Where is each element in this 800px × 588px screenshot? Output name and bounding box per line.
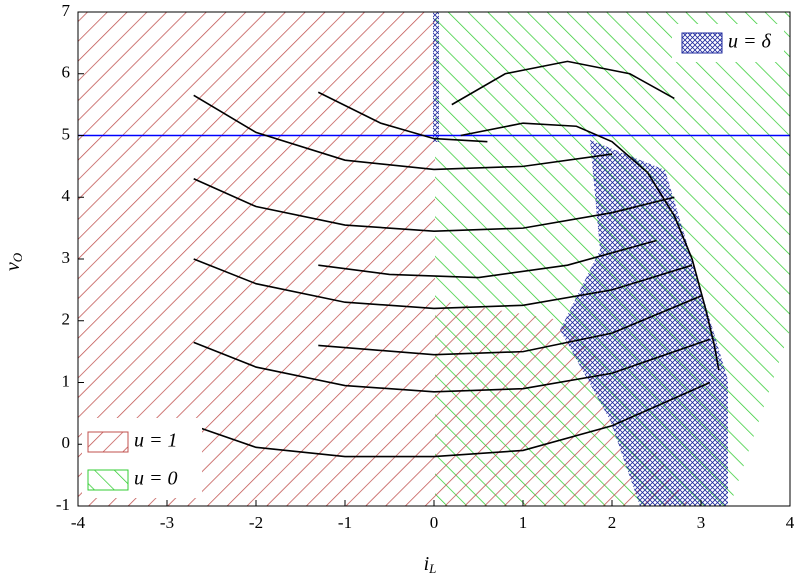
trajectory [318,295,702,356]
x-axis-label: iL [424,553,437,576]
x-tick-label: 4 [786,513,795,532]
y-tick-label: 0 [62,433,71,452]
x-tick-label: -1 [338,513,352,532]
trajectory [193,338,711,393]
trajectory [451,60,675,106]
legend-label: u = 1 [134,430,178,452]
plot [78,60,790,458]
x-tick-label: 1 [519,513,528,532]
x-tick-label: -4 [71,513,86,532]
legend-swatch [87,431,129,453]
y-tick-label: 6 [62,63,71,82]
legend-swatch [681,32,723,54]
region-delta [560,140,728,506]
y-tick-label: -1 [56,495,70,514]
legend-label: u = 0 [134,468,178,490]
y-tick-label: 7 [62,1,71,20]
y-tick-label: 1 [62,371,71,390]
trajectory [460,122,720,371]
y-tick-label: 4 [62,186,71,205]
x-tick-label: -2 [249,513,263,532]
trajectory [317,91,488,143]
trajectory [193,177,675,233]
trajectory [193,94,613,171]
x-tick-label: 3 [697,513,706,532]
x-tick-label: -3 [160,513,174,532]
legend-label: u = δ [728,31,771,53]
trajectory [318,239,657,279]
y-tick-label: 5 [62,124,71,143]
y-tick-label: 2 [62,310,71,329]
legend: u = 1 u = 0 [82,418,202,498]
legend: u = δ [672,24,784,62]
region-delta-top [433,12,439,142]
trajectory [193,258,693,310]
trajectory [193,381,711,458]
x-tick-label: 2 [608,513,617,532]
y-axis-label: vO [2,252,25,271]
x-tick-label: 0 [430,513,439,532]
legend-swatch [87,469,129,491]
y-tick-label: 3 [62,248,71,267]
